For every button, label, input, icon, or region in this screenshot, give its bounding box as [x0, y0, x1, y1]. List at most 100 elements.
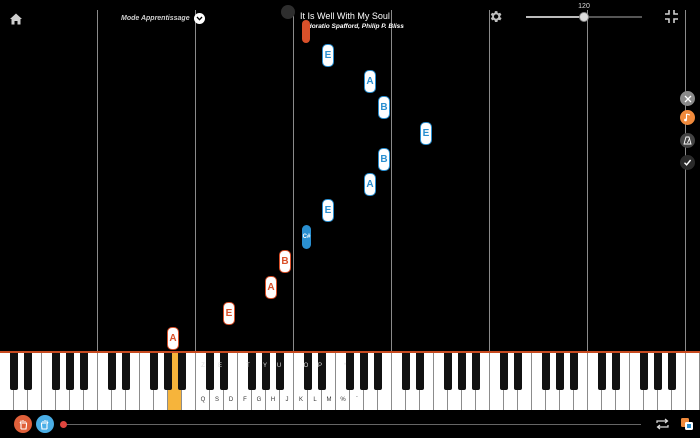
keyboard-shortcut-label: Z	[201, 363, 205, 369]
black-key[interactable]	[640, 353, 648, 390]
black-key[interactable]	[262, 353, 270, 390]
metronome-color-icon	[681, 418, 693, 430]
falling-note-right: A	[364, 173, 376, 196]
black-key[interactable]	[444, 353, 452, 390]
tempo-slider[interactable]: 120	[526, 3, 642, 22]
keyboard-shortcut-label: D	[228, 397, 234, 403]
side-close-button[interactable]	[680, 91, 695, 106]
octave-line	[293, 10, 294, 352]
home-icon	[10, 13, 22, 25]
bottom-bar	[0, 410, 700, 438]
left-hand-button[interactable]	[14, 415, 32, 433]
white-key[interactable]	[686, 353, 700, 410]
exit-fullscreen-button[interactable]	[664, 9, 679, 24]
falling-note-left: A	[265, 276, 277, 299]
progress-bar[interactable]	[60, 421, 641, 428]
gear-icon	[490, 11, 502, 22]
keyboard-shortcut-label: L	[313, 397, 317, 403]
progress-thumb[interactable]	[60, 421, 67, 428]
black-key[interactable]	[304, 353, 312, 390]
keyboard-shortcut-label: H	[270, 397, 276, 403]
black-key[interactable]	[416, 353, 424, 390]
keyboard-shortcut-label: J	[285, 397, 289, 403]
keyboard-shortcut-label: U	[276, 363, 282, 369]
keyboard-shortcut-label: Q	[200, 397, 206, 403]
black-key[interactable]	[542, 353, 550, 390]
keyboard-shortcut-label: M	[326, 397, 332, 403]
settings-button[interactable]	[488, 9, 503, 24]
black-key[interactable]	[514, 353, 522, 390]
loop-icon	[656, 418, 669, 430]
side-check-button[interactable]	[680, 155, 695, 170]
black-key[interactable]	[276, 353, 284, 390]
keyboard-shortcut-label: P	[317, 363, 322, 369]
check-icon	[684, 159, 692, 166]
metronome-icon	[683, 136, 692, 145]
keyboard-shortcut-label: `	[356, 397, 358, 403]
black-key[interactable]	[654, 353, 662, 390]
metronome-toggle-button[interactable]	[680, 417, 694, 431]
tempo-slider-thumb[interactable]	[579, 12, 589, 22]
piano-keyboard: Z E T Y U O P * Q S D F G H J K L M% `	[0, 353, 700, 410]
falling-note-right: E	[322, 44, 334, 67]
black-key[interactable]	[598, 353, 606, 390]
black-key[interactable]	[248, 353, 256, 390]
black-key[interactable]	[570, 353, 578, 390]
falling-note-right: E	[322, 199, 334, 222]
octave-line	[391, 10, 392, 352]
black-key[interactable]	[220, 353, 228, 390]
keyboard-shortcut-label: S	[214, 397, 219, 403]
black-key[interactable]	[10, 353, 18, 390]
keyboard-shortcut-label: %	[340, 397, 346, 403]
tempo-value: 120	[578, 3, 590, 10]
black-key[interactable]	[164, 353, 172, 390]
black-key[interactable]	[500, 353, 508, 390]
loop-button[interactable]	[655, 417, 670, 431]
song-authors: Horatio Spafford, Philip P. Bliss	[307, 23, 404, 30]
exit-fullscreen-icon	[665, 10, 678, 23]
falling-note-left: B	[279, 250, 291, 273]
black-key[interactable]	[206, 353, 214, 390]
keyboard-shortcut-label: F	[243, 397, 247, 403]
black-key[interactable]	[122, 353, 130, 390]
black-key[interactable]	[80, 353, 88, 390]
black-key[interactable]	[612, 353, 620, 390]
keyboard-shortcut-label: *	[343, 363, 347, 369]
falling-note-left: A	[167, 327, 179, 350]
falling-note-right: A	[364, 70, 376, 93]
falling-note-right: B	[378, 148, 390, 171]
black-key[interactable]	[52, 353, 60, 390]
falling-note-left-sharp	[302, 20, 310, 43]
side-notes-button[interactable]	[680, 110, 695, 125]
side-metronome-button[interactable]	[680, 133, 695, 148]
black-key[interactable]	[360, 353, 368, 390]
black-key[interactable]	[66, 353, 74, 390]
black-key[interactable]	[458, 353, 466, 390]
black-key[interactable]	[150, 353, 158, 390]
octave-line	[97, 10, 98, 352]
falling-note-right: E	[420, 122, 432, 145]
close-icon	[684, 95, 691, 102]
keyboard-shortcut-label: K	[298, 397, 303, 403]
black-key[interactable]	[556, 353, 564, 390]
keyboard-shortcut-label: T	[246, 363, 250, 369]
black-key[interactable]	[346, 353, 354, 390]
octave-line	[587, 10, 588, 352]
mode-dropdown[interactable]: Mode Apprentissage	[121, 11, 205, 25]
black-key[interactable]	[178, 353, 186, 390]
black-key[interactable]	[318, 353, 326, 390]
song-title: It Is Well With My Soul	[300, 11, 390, 21]
black-key[interactable]	[108, 353, 116, 390]
keyboard-top-border	[0, 351, 700, 353]
home-button[interactable]	[8, 11, 24, 27]
falling-note-right-sharp: C#	[302, 225, 311, 249]
black-key[interactable]	[668, 353, 676, 390]
right-hand-icon	[40, 419, 49, 430]
right-hand-button[interactable]	[36, 415, 54, 433]
mode-label: Mode Apprentissage	[121, 14, 190, 22]
black-key[interactable]	[472, 353, 480, 390]
black-key[interactable]	[402, 353, 410, 390]
black-key[interactable]	[24, 353, 32, 390]
black-key[interactable]	[374, 353, 382, 390]
